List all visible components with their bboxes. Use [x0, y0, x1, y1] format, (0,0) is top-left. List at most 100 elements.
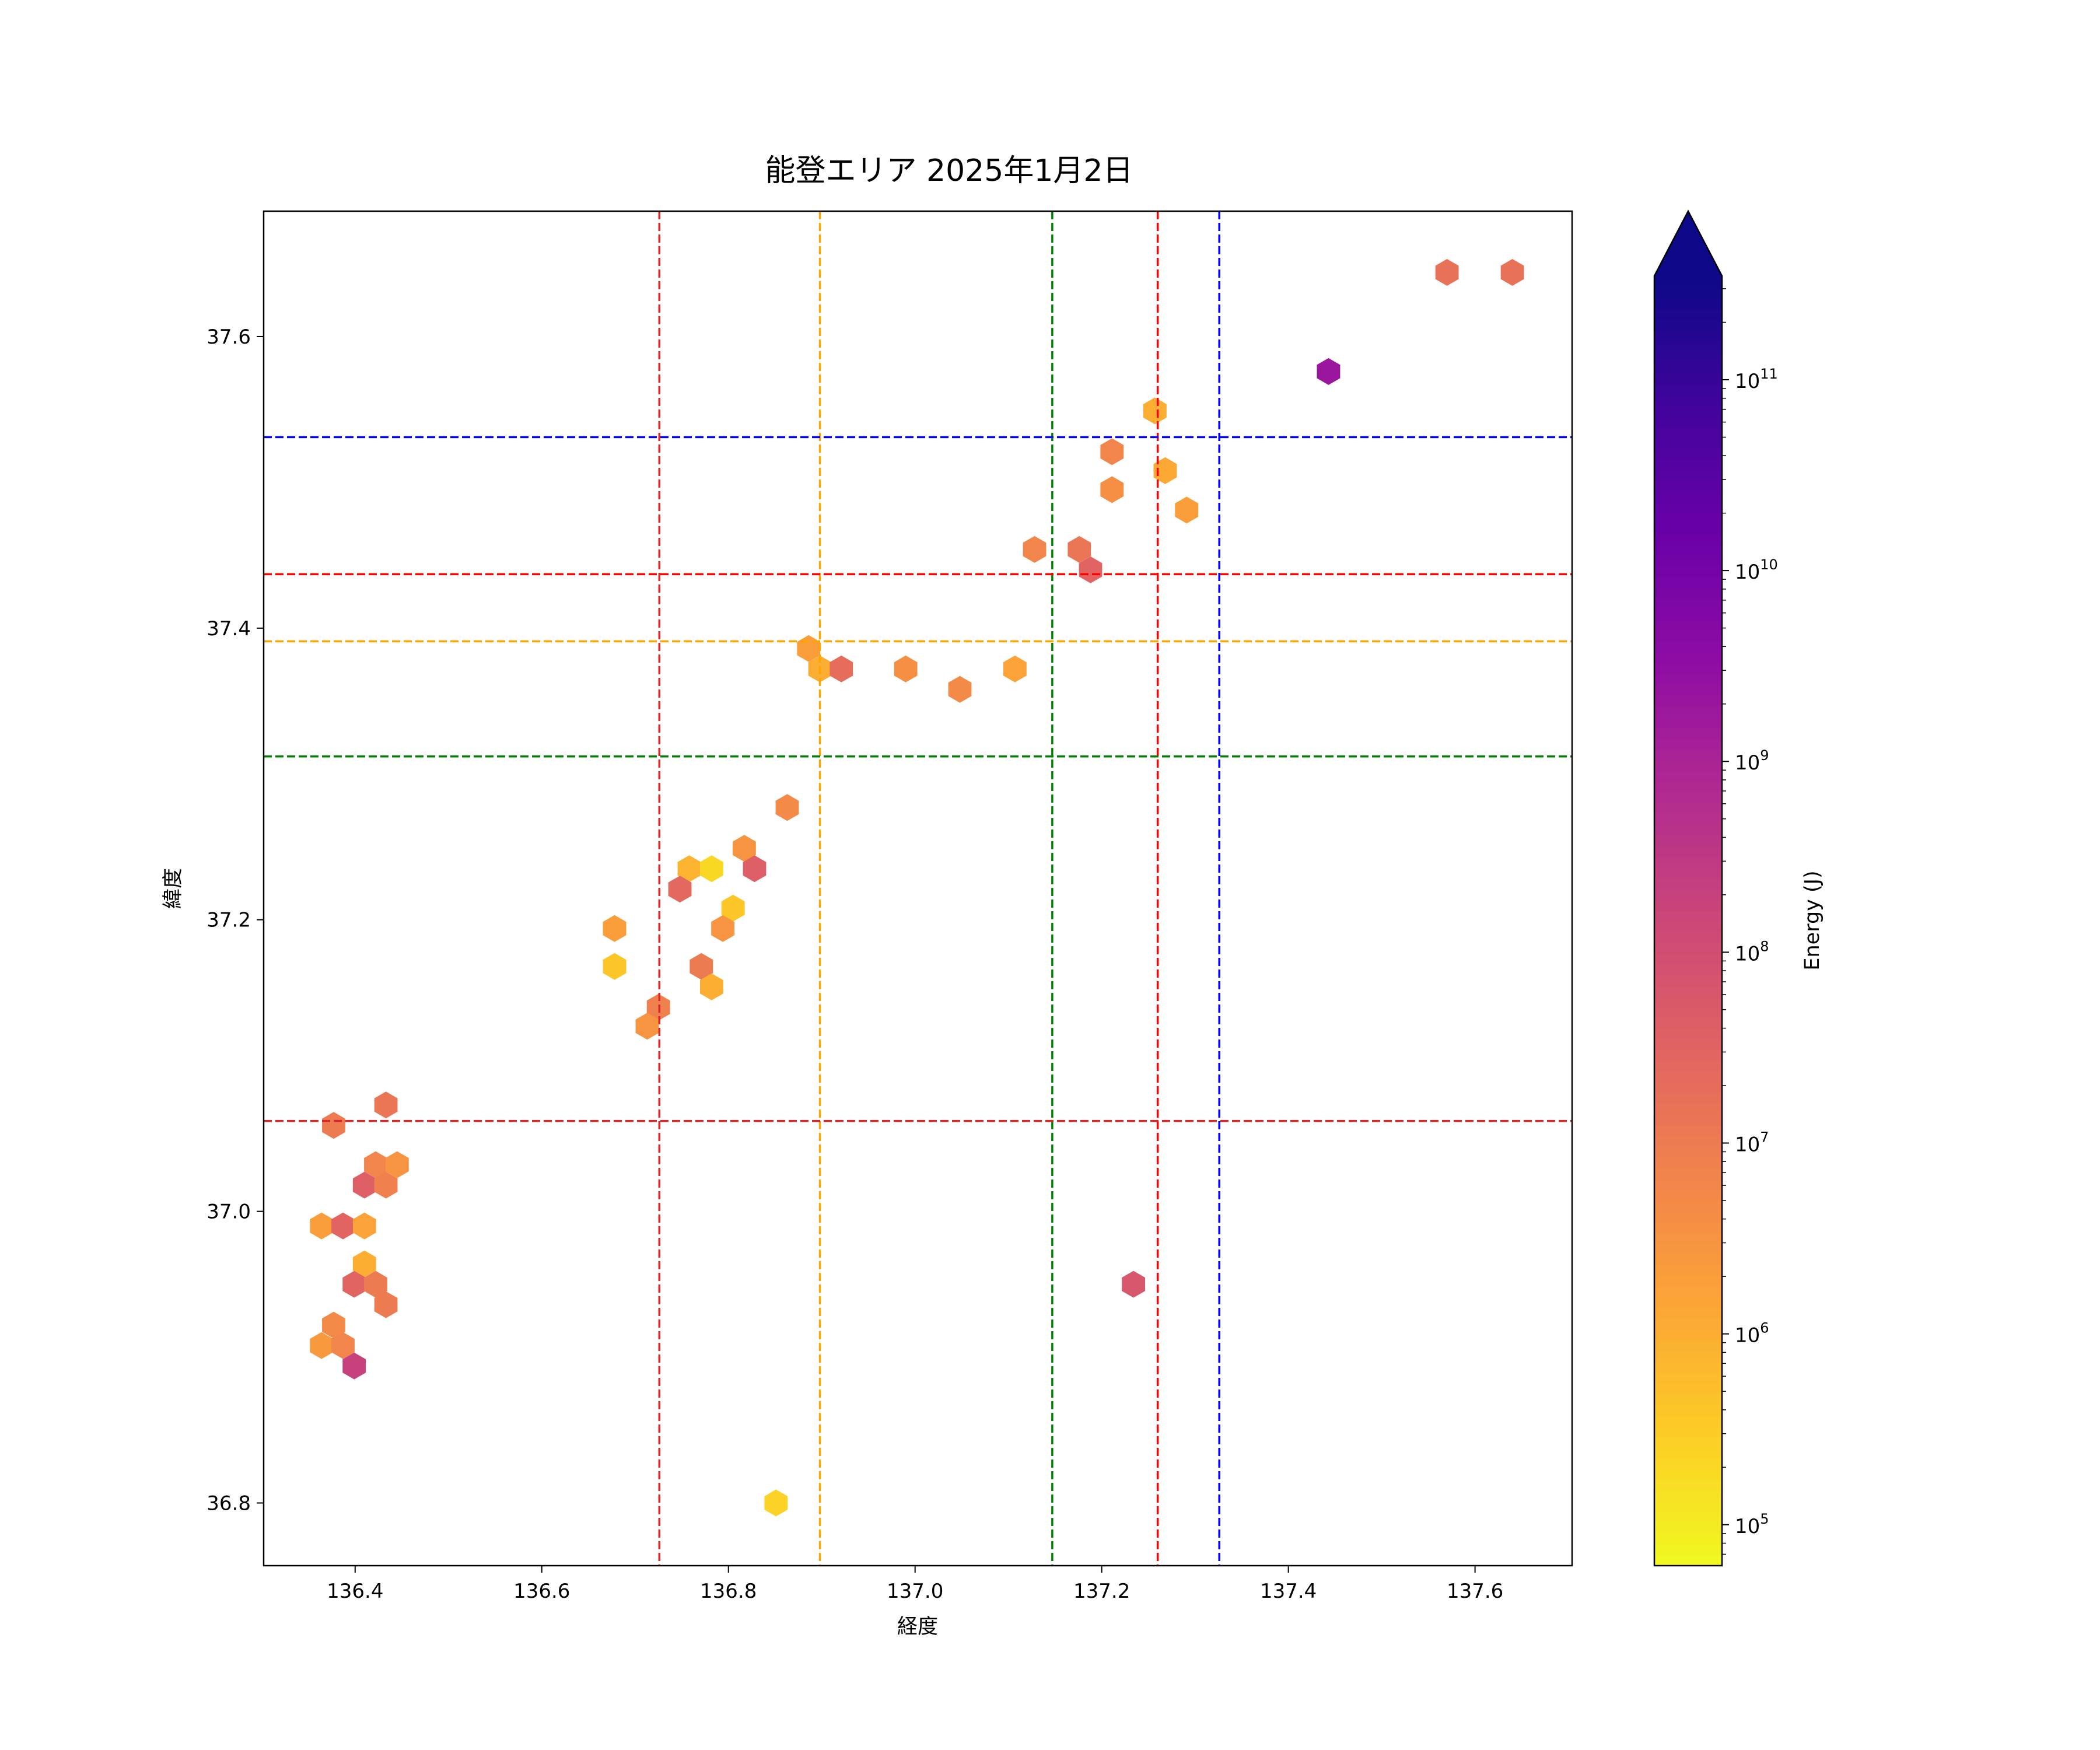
colorbar-segment — [1654, 1189, 1722, 1201]
colorbar-segment — [1654, 469, 1722, 481]
hexbin-cell — [1153, 457, 1177, 484]
colorbar-segment — [1654, 684, 1722, 696]
y-axis-label: 緯度 — [162, 868, 185, 909]
colorbar-segment — [1654, 792, 1722, 803]
colorbar-segment — [1654, 555, 1722, 567]
hexbin-cell — [374, 1091, 398, 1119]
colorbar-segment — [1654, 405, 1722, 416]
colorbar-segment — [1654, 716, 1722, 728]
hexbin-cell — [342, 1352, 366, 1380]
hexbin-cell — [342, 1270, 366, 1298]
colorbar-segment — [1654, 1361, 1722, 1373]
colorbar-segment — [1654, 1093, 1722, 1104]
colorbar-segment — [1654, 1544, 1722, 1556]
hexbin-cell — [322, 1311, 345, 1339]
colorbar-segment — [1654, 1479, 1722, 1492]
hexbin-cell — [668, 876, 692, 903]
colorbar-segment — [1654, 1522, 1722, 1534]
hexbin-cell — [374, 1171, 398, 1199]
colorbar-segment — [1654, 813, 1722, 825]
colorbar-segment — [1654, 1447, 1722, 1459]
colorbar-segment — [1654, 1243, 1722, 1255]
colorbar-segment — [1654, 942, 1722, 954]
colorbar-segment — [1654, 1511, 1722, 1524]
colorbar-frame — [1653, 209, 1723, 1567]
hexbin-cell — [1079, 556, 1102, 583]
colorbar-segment — [1654, 706, 1722, 718]
colorbar-segment — [1654, 921, 1722, 932]
hexbin-cell — [1023, 536, 1046, 563]
colorbar-segment — [1654, 340, 1722, 352]
colorbar-label: Energy (J) — [1801, 870, 1824, 970]
hexbin-cell — [743, 855, 766, 883]
colorbar-segment — [1654, 609, 1722, 621]
colorbar-segment — [1654, 1275, 1722, 1287]
colorbar-segment — [1654, 1307, 1722, 1320]
colorbar-segment — [1654, 845, 1722, 857]
colorbar-segment — [1654, 1469, 1722, 1480]
colorbar-segment — [1654, 1490, 1722, 1502]
hexbin-cell — [764, 1489, 788, 1517]
colorbar-tick-label: 109 — [1735, 747, 1769, 775]
colorbar-segment — [1654, 641, 1722, 653]
colorbar-segment — [1654, 931, 1722, 943]
colorbar-segment — [1654, 1039, 1722, 1051]
hexbin-cell — [364, 1270, 387, 1298]
colorbar-segment — [1654, 824, 1722, 836]
colorbar-segment — [1654, 1222, 1722, 1233]
colorbar-segment — [1654, 394, 1722, 406]
colorbar-segment — [1654, 1382, 1722, 1395]
colorbar-segment — [1654, 1017, 1722, 1029]
colorbar-segment — [1654, 544, 1722, 556]
plot-area: 136.4 136.6 136.8 137.0 137.2 137.4 137.6 36.8 3… — [206, 210, 1573, 1603]
colorbar-tick-label: 1011 — [1735, 366, 1778, 393]
hexbin-cell — [894, 655, 918, 682]
colorbar-segment — [1654, 1340, 1722, 1352]
colorbar-segment — [1654, 1028, 1722, 1040]
colorbar-segment — [1654, 1103, 1722, 1115]
colorbar-segment — [1654, 1372, 1722, 1384]
colorbar-segment — [1654, 459, 1722, 470]
colorbar-segment — [1654, 383, 1722, 395]
hexbin-cell — [1068, 536, 1091, 563]
hexbin-cell — [1317, 358, 1340, 385]
colorbar-segment — [1654, 437, 1722, 449]
colorbar-segment — [1654, 1114, 1722, 1126]
colorbar-segment — [1654, 1200, 1722, 1212]
hexbin-cell — [1003, 655, 1027, 682]
y-tick-label: 37.6 — [206, 326, 251, 349]
colorbar-segment — [1654, 1006, 1722, 1019]
colorbar-segment — [1654, 1286, 1722, 1298]
colorbar-segment — [1654, 748, 1722, 761]
colorbar-segment — [1654, 1501, 1722, 1513]
hexbin-cell — [1175, 496, 1199, 524]
hexbin-cell — [331, 1212, 355, 1240]
colorbar-segment — [1654, 1297, 1722, 1308]
colorbar-segment — [1654, 1049, 1722, 1062]
hexbin-cell — [352, 1171, 376, 1199]
colorbar-segment — [1654, 318, 1722, 331]
hexbin-cell — [635, 1013, 659, 1040]
colorbar-segment — [1654, 1415, 1722, 1427]
colorbar-segment — [1654, 587, 1722, 599]
colorbar-segment — [1654, 415, 1722, 427]
y-tick-label: 36.8 — [206, 1492, 251, 1516]
colorbar-segment — [1654, 501, 1722, 513]
colorbar-segment — [1654, 652, 1722, 664]
x-tick-label: 137.2 — [1073, 1580, 1130, 1603]
colorbar-segment — [1654, 512, 1722, 524]
colorbar-segment — [1654, 330, 1722, 341]
colorbar-segment — [1654, 1232, 1722, 1244]
colorbar-segment — [1654, 1533, 1722, 1545]
colorbar-segment — [1654, 631, 1722, 642]
hexbin-cell — [700, 973, 723, 1000]
colorbar-segment — [1654, 1329, 1722, 1341]
x-tick-label: 136.6 — [513, 1580, 570, 1603]
hexbin-cell — [385, 1151, 409, 1178]
plot-frame — [262, 210, 1573, 1567]
colorbar-segment — [1654, 447, 1722, 460]
hexbin-cell — [711, 915, 734, 942]
plot-background — [264, 211, 1572, 1566]
colorbar-segment — [1654, 974, 1722, 986]
